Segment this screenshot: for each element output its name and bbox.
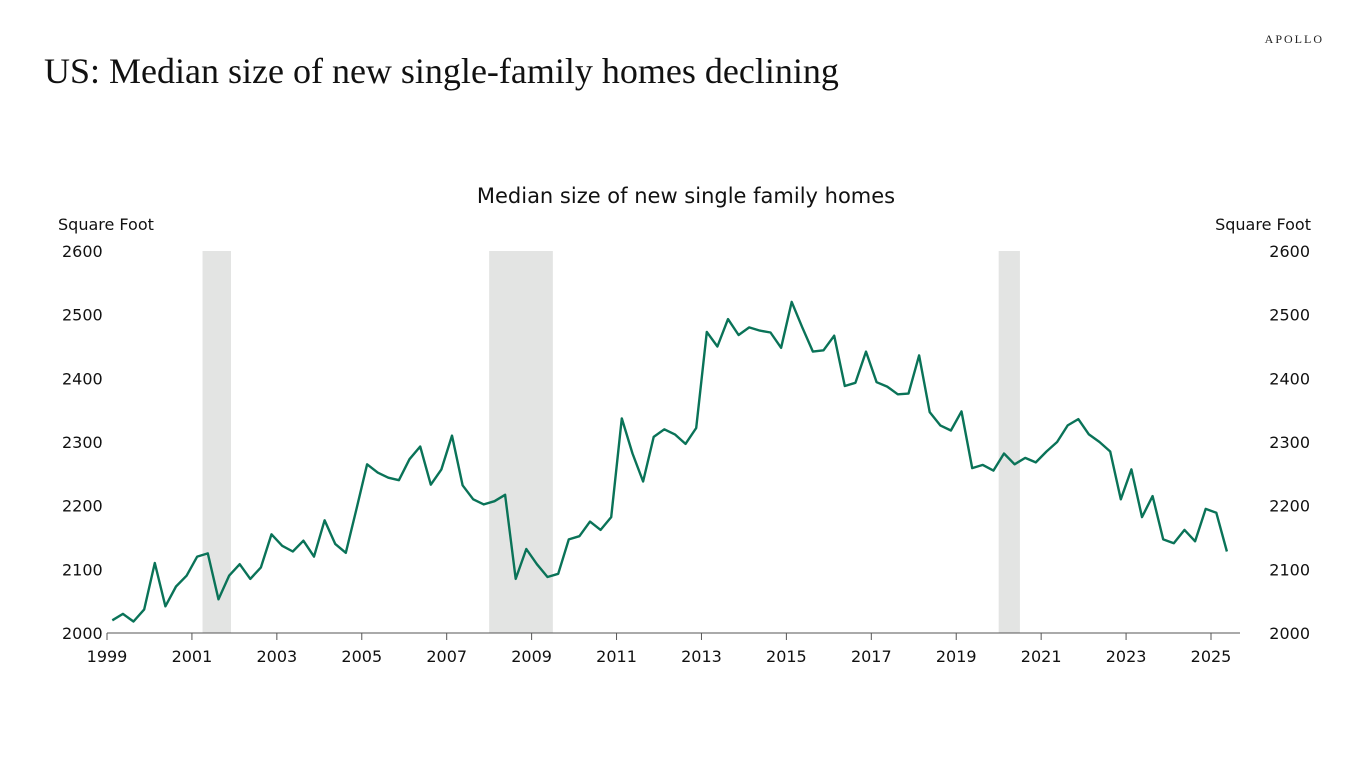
x-tick-label: 2007 xyxy=(426,647,467,666)
x-tick-label: 2017 xyxy=(851,647,892,666)
y-axis-label-left: Square Foot xyxy=(58,215,154,234)
recession-band xyxy=(998,251,1020,633)
x-tick-label: 2001 xyxy=(172,647,213,666)
y-tick-label-right: 2100 xyxy=(1269,560,1310,579)
y-tick-label-right: 2500 xyxy=(1269,306,1310,325)
x-tick-label: 2009 xyxy=(511,647,552,666)
y-tick-label-left: 2300 xyxy=(62,433,103,452)
recession-shading xyxy=(202,251,1020,633)
x-tick-label: 2025 xyxy=(1191,647,1232,666)
x-tick-label: 2011 xyxy=(596,647,637,666)
page-title: US: Median size of new single-family hom… xyxy=(44,51,839,91)
y-tick-label-right: 2200 xyxy=(1269,497,1310,516)
y-axis-label-right: Square Foot xyxy=(1215,215,1311,234)
y-tick-label-left: 2100 xyxy=(62,560,103,579)
apollo-logo: APOLLO xyxy=(1264,32,1324,46)
x-tick-label: 2023 xyxy=(1106,647,1147,666)
x-tick-label: 2013 xyxy=(681,647,722,666)
x-tick-label: 2021 xyxy=(1021,647,1062,666)
x-tick-label: 1999 xyxy=(87,647,128,666)
x-tick-label: 2019 xyxy=(936,647,977,666)
x-tick-label: 2005 xyxy=(341,647,382,666)
recession-band xyxy=(202,251,231,633)
y-tick-label-left: 2200 xyxy=(62,497,103,516)
x-tick-label: 2015 xyxy=(766,647,807,666)
y-tick-label-left: 2500 xyxy=(62,306,103,325)
series-line xyxy=(111,300,1229,623)
y-tick-label-left: 2000 xyxy=(62,624,103,643)
chart-title: Median size of new single family homes xyxy=(477,184,895,208)
y-tick-label-right: 2600 xyxy=(1269,242,1310,261)
y-tick-label-left: 2600 xyxy=(62,242,103,261)
y-tick-label-right: 2400 xyxy=(1269,369,1310,388)
x-tick-label: 2003 xyxy=(256,647,297,666)
y-tick-label-right: 2000 xyxy=(1269,624,1310,643)
y-tick-label-left: 2400 xyxy=(62,369,103,388)
y-tick-label-right: 2300 xyxy=(1269,433,1310,452)
recession-band xyxy=(489,251,553,633)
